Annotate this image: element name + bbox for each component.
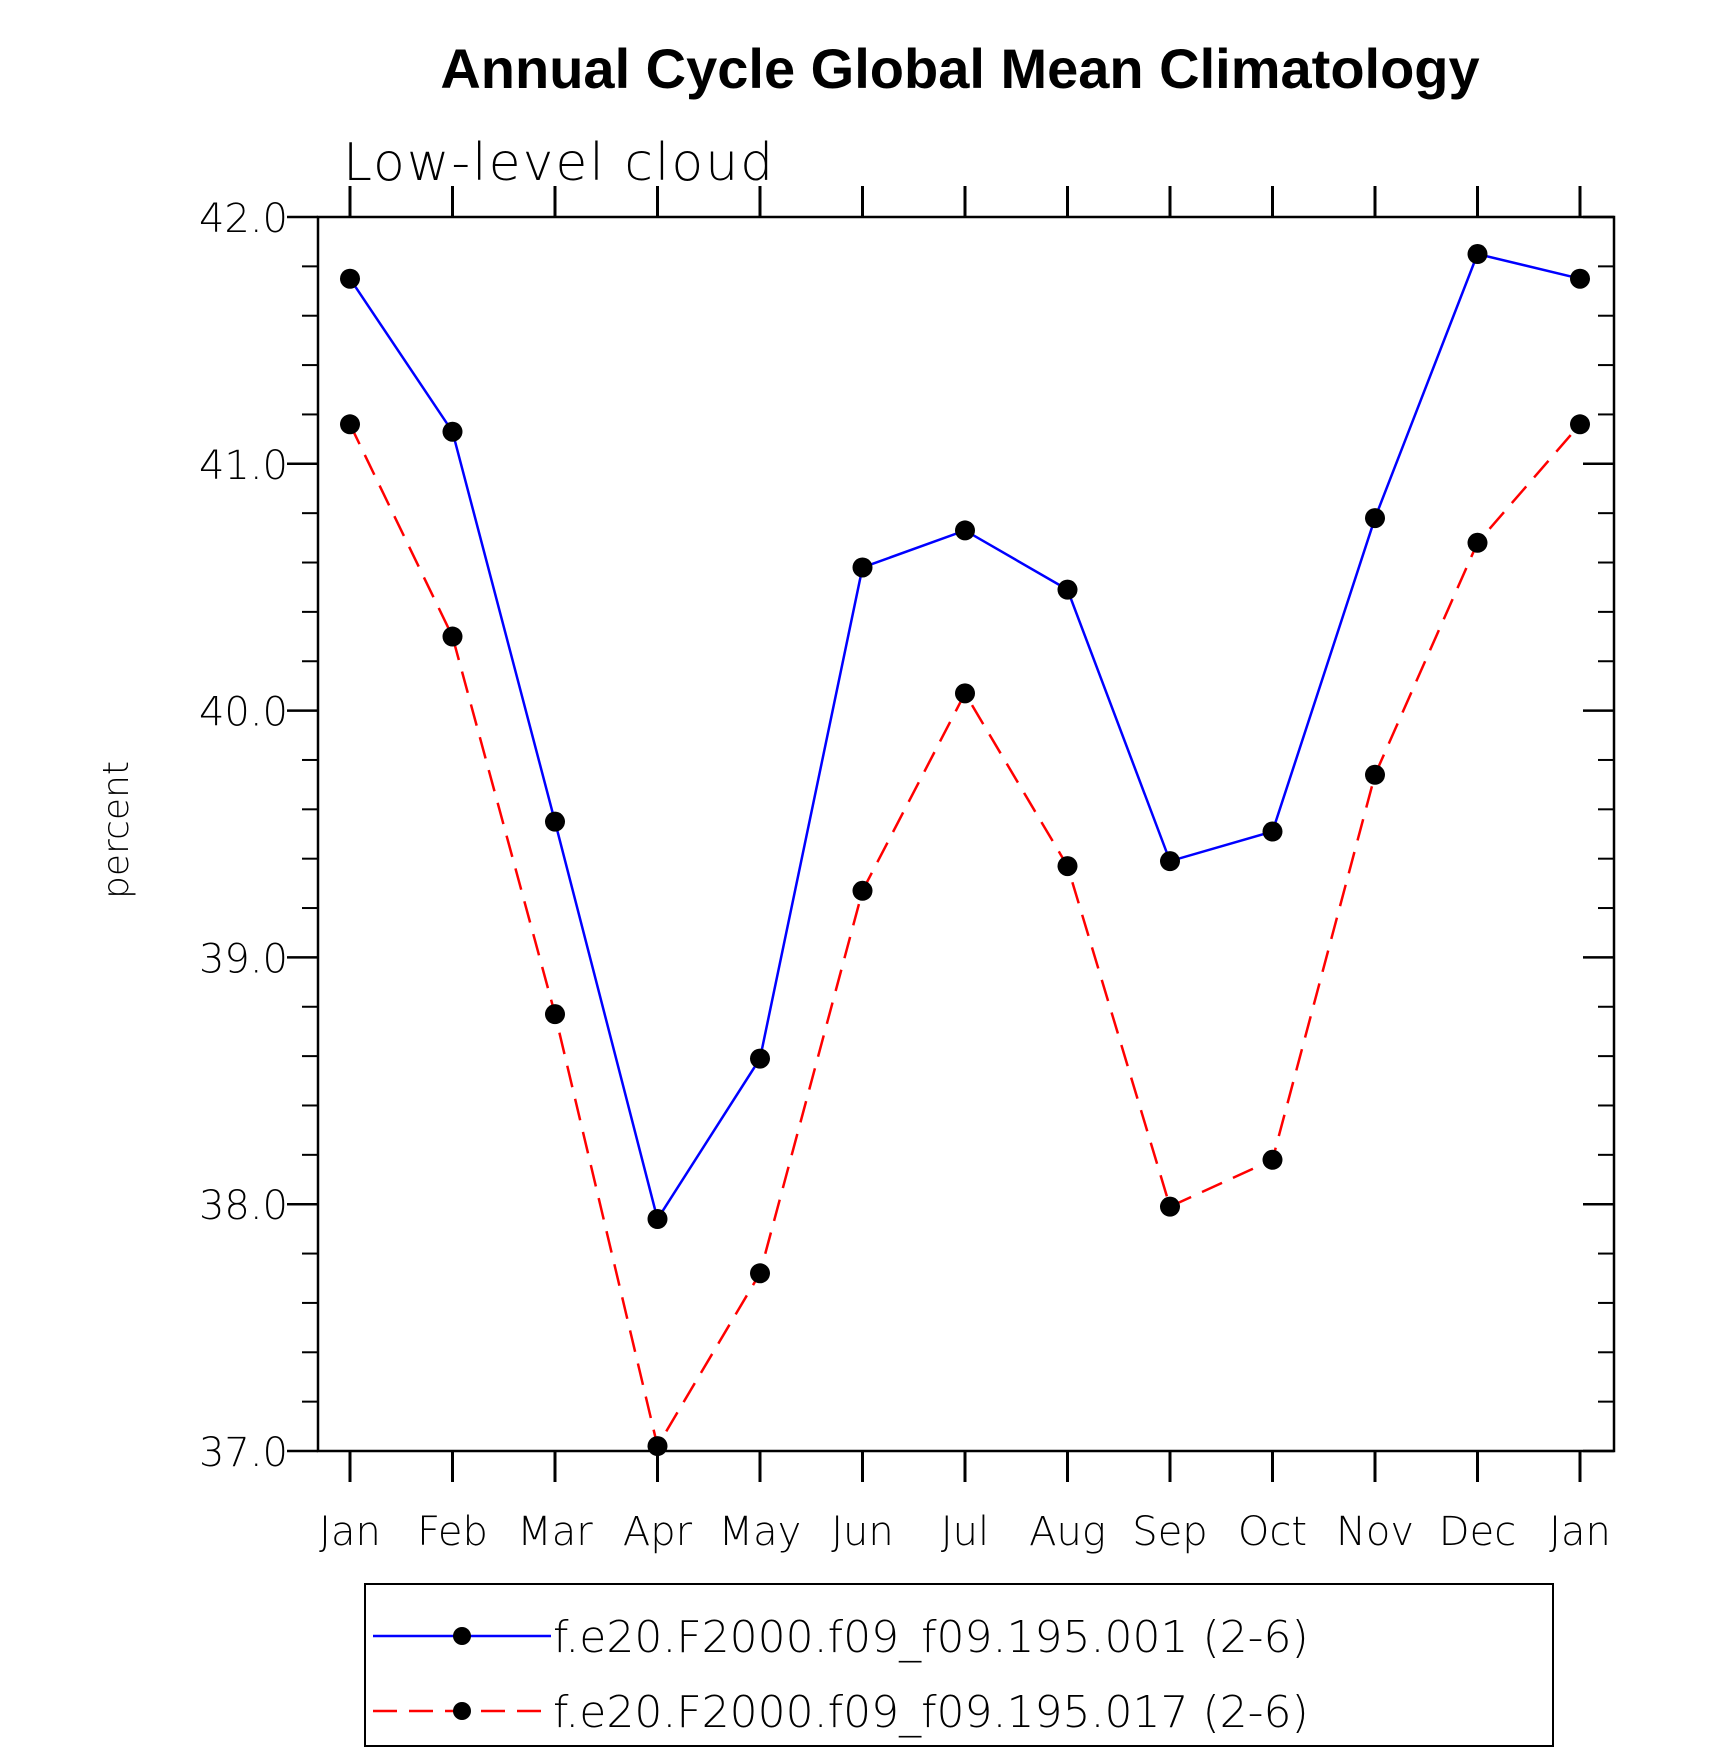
plot-area: Jan Feb Mar Apr May Jun Jul Aug Sep Oct Nov Dec Jan 3… [199, 186, 1616, 1555]
chart-title: Annual Cycle Global Mean Climatology [440, 37, 1479, 100]
series-1-point [442, 421, 463, 442]
x-tick-label: Dec [1439, 1509, 1516, 1555]
series-2-point [340, 414, 360, 435]
y-tick-label: 37.0 [199, 1430, 288, 1476]
y-tick-label: 38.0 [199, 1183, 288, 1229]
x-tick-label: Jan [1549, 1509, 1611, 1555]
legend-label-2: f.e20.F2000.f09_f09.195.017 (2-6) [553, 1687, 1309, 1738]
chart-subtitle: Low-level cloud [343, 133, 775, 193]
series-1-point [545, 811, 565, 832]
series-2-point [1160, 1196, 1180, 1217]
series-2-point [545, 1004, 565, 1025]
legend-box [364, 1583, 1554, 1747]
series-1-point [1365, 508, 1385, 529]
x-tick-label: Apr [623, 1509, 693, 1555]
series-2-point [852, 880, 873, 901]
series-1-point [647, 1209, 668, 1230]
series-2-point [750, 1263, 770, 1284]
series-2-point [1570, 414, 1590, 435]
y-axis-label: percent [96, 761, 137, 899]
series-line-1 [348, 252, 1581, 1223]
series-1-point [1467, 244, 1488, 265]
series-2-point [1262, 1149, 1283, 1170]
x-tick-label: Mar [517, 1509, 593, 1555]
legend-marker-2 [453, 1702, 471, 1720]
series-line-2 [348, 423, 1581, 1450]
x-tick-label: Oct [1238, 1509, 1307, 1555]
x-tick-label: Jul [941, 1509, 989, 1555]
series-1-point [750, 1048, 770, 1069]
legend-label-1: f.e20.F2000.f09_f09.195.001 (2-6) [553, 1612, 1309, 1663]
series-1-point [340, 268, 360, 289]
series-1-point [1160, 851, 1180, 872]
legend: f.e20.F2000.f09_f09.195.001 (2-6) f.e20.F… [364, 1583, 1554, 1747]
x-tick-label: Jan [319, 1509, 381, 1555]
y-tick-label: 39.0 [199, 936, 288, 982]
y-tick-label: 42.0 [199, 196, 288, 242]
series-2-point [1057, 856, 1078, 877]
series-2-point [1467, 532, 1488, 553]
x-tick-label: Jun [831, 1509, 894, 1555]
legend-marker-1 [453, 1627, 471, 1645]
series-2-point [1365, 764, 1385, 785]
series-2-point [955, 683, 975, 704]
x-tick-label: Aug [1029, 1509, 1106, 1555]
x-tick-label: Nov [1336, 1509, 1414, 1555]
series-1-point [955, 520, 975, 541]
series-2-point [442, 626, 463, 647]
y-tick-label: 41.0 [199, 443, 288, 489]
series-1-point [1057, 579, 1078, 600]
x-tick-label: Sep [1132, 1509, 1207, 1555]
series-1-point [1262, 821, 1283, 842]
series-2-point [647, 1436, 668, 1457]
y-tick-label: 40.0 [199, 690, 288, 736]
series-1-point [1570, 268, 1590, 289]
x-tick-label: Feb [417, 1509, 488, 1555]
series-1-point [852, 557, 873, 578]
x-tick-label: May [719, 1509, 802, 1555]
